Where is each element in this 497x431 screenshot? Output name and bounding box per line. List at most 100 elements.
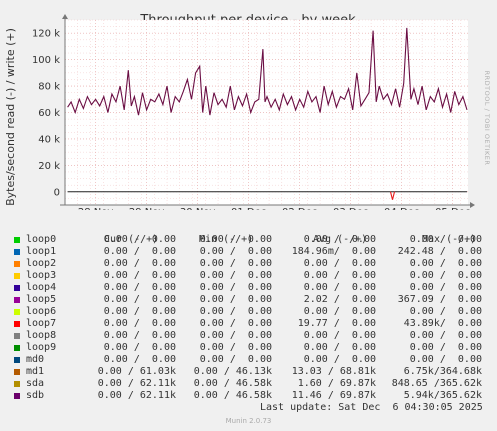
legend-max-sda: 848.65 /365.62k bbox=[391, 378, 482, 389]
legend-cur-loop5: 0.00 / 0.00 bbox=[103, 294, 176, 305]
legend-max-sdb: 5.94k/365.62k bbox=[403, 390, 482, 401]
legend-name-loop7: loop7 bbox=[26, 318, 57, 329]
y-tick-label: 80 k bbox=[38, 82, 60, 93]
x-tick-label: 04 Dec bbox=[384, 207, 419, 210]
last-update: Last update: Sat Dec 6 04:30:05 2025 bbox=[260, 402, 483, 413]
legend-avg-loop7: 19.77 / 0.00 bbox=[297, 318, 376, 329]
y-axis-label: Bytes/second read (-) / write (+) bbox=[4, 28, 17, 206]
legend-min-loop7: 0.00 / 0.00 bbox=[199, 318, 272, 329]
legend-cur-loop2: 0.00 / 0.00 bbox=[103, 258, 176, 269]
legend-max-loop1: 242.48 / 0.00 bbox=[397, 246, 482, 257]
legend-name-loop6: loop6 bbox=[26, 306, 57, 317]
legend-avg-loop4: 0.00 / 0.00 bbox=[303, 282, 376, 293]
legend-name-loop5: loop5 bbox=[26, 294, 57, 305]
x-tick-label: 03 Dec bbox=[333, 207, 368, 210]
legend-cur-loop0: 0.00 / 0.00 bbox=[103, 234, 176, 245]
legend-min-sdb: 0.00 / 46.58k bbox=[193, 390, 272, 401]
legend-min-loop0: 0.00 / 0.00 bbox=[199, 234, 272, 245]
x-tick-label: 01 Dec bbox=[231, 207, 266, 210]
legend-min-loop6: 0.00 / 0.00 bbox=[199, 306, 272, 317]
y-tick-label: 100 k bbox=[32, 55, 60, 66]
legend-swatch-loop1 bbox=[14, 249, 20, 255]
legend-name-loop1: loop1 bbox=[26, 246, 57, 257]
legend-avg-loop5: 2.02 / 0.00 bbox=[303, 294, 376, 305]
legend-cur-loop9: 0.00 / 0.00 bbox=[103, 342, 176, 353]
x-tick-label: 28 Nov bbox=[78, 207, 114, 210]
legend-max-loop6: 0.00 / 0.00 bbox=[409, 306, 482, 317]
legend-max-loop5: 367.09 / 0.00 bbox=[397, 294, 482, 305]
legend-avg-loop8: 0.00 / 0.00 bbox=[303, 330, 376, 341]
legend-cur-sdb: 0.00 / 62.11k bbox=[97, 390, 176, 401]
y-tick-label: 0 bbox=[54, 187, 60, 198]
legend-name-loop2: loop2 bbox=[26, 258, 57, 269]
legend-max-md0: 0.00 / 0.00 bbox=[409, 354, 482, 365]
legend-min-md0: 0.00 / 0.00 bbox=[199, 354, 272, 365]
legend-cur-loop6: 0.00 / 0.00 bbox=[103, 306, 176, 317]
legend-swatch-md0 bbox=[14, 357, 20, 363]
legend-name-md1: md1 bbox=[26, 366, 45, 377]
legend-name-loop0: loop0 bbox=[26, 234, 57, 245]
y-tick-label: 20 k bbox=[38, 161, 60, 172]
legend-max-loop9: 0.00 / 0.00 bbox=[409, 342, 482, 353]
legend-max-loop2: 0.00 / 0.00 bbox=[409, 258, 482, 269]
legend-swatch-loop8 bbox=[14, 333, 20, 339]
legend-swatch-loop5 bbox=[14, 297, 20, 303]
legend-min-loop1: 0.00 / 0.00 bbox=[199, 246, 272, 257]
legend-min-loop9: 0.00 / 0.00 bbox=[199, 342, 272, 353]
legend-cur-md1: 0.00 / 61.03k bbox=[97, 366, 176, 377]
x-axis-arrow bbox=[470, 202, 475, 208]
legend-max-loop0: 0.00 / 0.00 bbox=[409, 234, 482, 245]
y-ticks: 0 20 k 40 k 60 k 80 k 100 k 120 k bbox=[32, 29, 60, 199]
legend-swatch-sdb bbox=[14, 393, 20, 399]
legend-cur-md0: 0.00 / 0.00 bbox=[103, 354, 176, 365]
legend-avg-sda: 1.60 / 69.87k bbox=[297, 378, 376, 389]
legend-name-loop4: loop4 bbox=[26, 282, 57, 293]
series-line-loop7 bbox=[389, 191, 396, 200]
legend-avg-loop6: 0.00 / 0.00 bbox=[303, 306, 376, 317]
legend-name-sdb: sdb bbox=[26, 390, 45, 401]
legend-swatch-loop9 bbox=[14, 345, 20, 351]
legend-header: Cur (-/+) Min (-/+) Avg (-/+) Max (-/+) bbox=[0, 222, 476, 246]
legend-cur-loop7: 0.00 / 0.00 bbox=[103, 318, 176, 329]
legend-name-loop3: loop3 bbox=[26, 270, 57, 281]
legend-min-loop8: 0.00 / 0.00 bbox=[199, 330, 272, 341]
x-tick-label: 05 Dec bbox=[435, 207, 470, 210]
legend-max-md1: 6.75k/364.68k bbox=[403, 366, 482, 377]
header-cur: Cur (-/+) bbox=[104, 234, 159, 245]
legend-name-md0: md0 bbox=[26, 354, 45, 365]
legend-min-loop3: 0.00 / 0.00 bbox=[199, 270, 272, 281]
legend-avg-loop2: 0.00 / 0.00 bbox=[303, 258, 376, 269]
legend-cur-loop8: 0.00 / 0.00 bbox=[103, 330, 176, 341]
legend-avg-loop3: 0.00 / 0.00 bbox=[303, 270, 376, 281]
legend-swatch-loop4 bbox=[14, 285, 20, 291]
legend-min-loop2: 0.00 / 0.00 bbox=[199, 258, 272, 269]
legend-swatch-loop2 bbox=[14, 261, 20, 267]
legend-min-loop4: 0.00 / 0.00 bbox=[199, 282, 272, 293]
series-group bbox=[67, 27, 468, 200]
y-tick-label: 60 k bbox=[38, 108, 60, 119]
legend-min-md1: 0.00 / 46.13k bbox=[193, 366, 272, 377]
legend-min-loop5: 0.00 / 0.00 bbox=[199, 294, 272, 305]
munin-version: Munin 2.0.73 bbox=[225, 417, 272, 425]
x-tick-label: 29 Nov bbox=[129, 207, 165, 210]
legend-cur-sda: 0.00 / 62.11k bbox=[97, 378, 176, 389]
legend-max-loop4: 0.00 / 0.00 bbox=[409, 282, 482, 293]
legend-avg-loop0: 0.00 / 0.00 bbox=[303, 234, 376, 245]
x-ticks: 28 Nov 29 Nov 30 Nov 01 Dec 02 Dec 03 Dec 04 D… bbox=[78, 207, 470, 210]
legend-swatch-loop7 bbox=[14, 321, 20, 327]
legend-cur-loop4: 0.00 / 0.00 bbox=[103, 282, 176, 293]
legend-name-sda: sda bbox=[26, 378, 45, 389]
legend-swatch-sda bbox=[14, 381, 20, 387]
legend-max-loop7: 43.89k/ 0.00 bbox=[403, 318, 482, 329]
legend-avg-md1: 13.03 / 68.81k bbox=[291, 366, 376, 377]
legend-avg-loop1: 184.96m/ 0.00 bbox=[291, 246, 376, 257]
legend-avg-md0: 0.00 / 0.00 bbox=[303, 354, 376, 365]
y-axis-arrow bbox=[62, 14, 68, 19]
legend-max-loop3: 0.00 / 0.00 bbox=[409, 270, 482, 281]
throughput-chart: Throughput per device - by week Bytes/se… bbox=[4, 13, 491, 210]
header-avg: Avg (-/+) bbox=[313, 234, 368, 245]
legend-swatch-md1 bbox=[14, 369, 20, 375]
legend-cur-loop3: 0.00 / 0.00 bbox=[103, 270, 176, 281]
header-max: Max (-/+) bbox=[422, 234, 477, 245]
series-line-sdb bbox=[67, 27, 468, 116]
